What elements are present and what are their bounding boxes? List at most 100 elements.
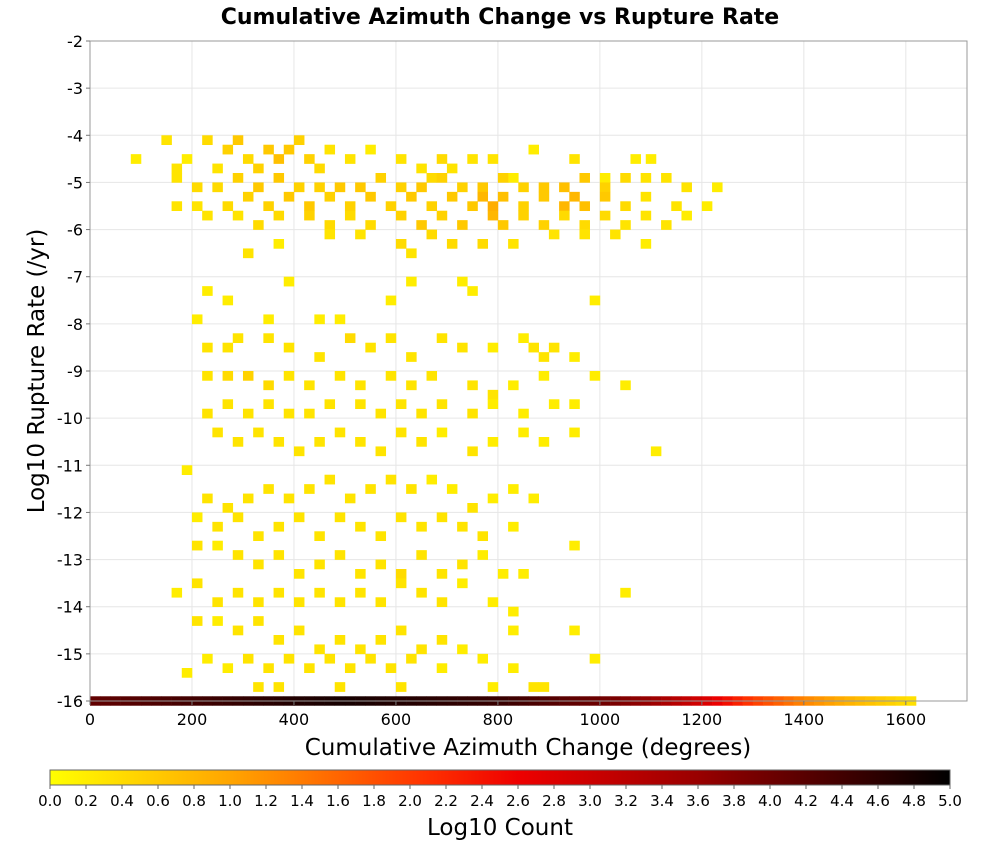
heatmap-bin xyxy=(273,173,285,183)
heatmap-bin xyxy=(324,144,336,155)
heatmap-bin xyxy=(253,682,264,692)
heatmap-bin xyxy=(283,408,295,419)
heatmap-bin xyxy=(497,173,509,183)
heatmap-bin xyxy=(304,663,315,674)
heatmap-bin xyxy=(171,587,183,598)
heatmap-bin xyxy=(395,399,407,410)
heatmap-bin xyxy=(508,663,519,674)
heatmap-bin xyxy=(426,229,438,240)
heatmap-bin xyxy=(416,437,427,447)
heatmap-bin xyxy=(640,210,652,221)
heatmap-bin xyxy=(416,220,427,230)
heatmap-bin xyxy=(171,201,183,212)
heatmap-bin xyxy=(508,625,519,636)
heatmap-bin xyxy=(263,201,274,212)
heatmap-bin xyxy=(681,182,692,193)
heatmap-bin xyxy=(202,371,213,381)
x-tick-label: 600 xyxy=(381,710,412,729)
heatmap-bin xyxy=(528,342,539,353)
heatmap-bin xyxy=(589,295,601,306)
y-tick-label: -3 xyxy=(67,79,83,98)
heatmap-bin xyxy=(487,437,499,447)
heatmap-bin xyxy=(406,191,417,202)
heatmap-bin xyxy=(406,484,417,494)
heatmap-bin xyxy=(314,182,325,193)
heatmap-bin xyxy=(599,173,611,183)
heatmap-bin xyxy=(548,342,560,353)
heatmap-bin xyxy=(487,389,499,400)
heatmap-bin xyxy=(446,163,458,174)
heatmap-bin xyxy=(375,173,387,183)
heatmap-bin xyxy=(385,333,397,344)
heatmap-bin xyxy=(406,352,417,362)
heatmap-bin xyxy=(467,446,478,457)
heatmap-bin xyxy=(344,663,356,674)
heatmap-bin xyxy=(487,342,499,353)
heatmap-bin xyxy=(191,201,203,212)
heatmap-bin xyxy=(395,578,407,589)
colorbar-tick-label: 3.8 xyxy=(722,792,746,810)
heatmap-bin xyxy=(375,531,387,542)
heatmap-bin xyxy=(304,154,315,164)
heatmap-bin xyxy=(416,644,427,655)
heatmap-bin xyxy=(355,521,366,532)
heatmap-bin xyxy=(324,229,336,240)
heatmap-bin xyxy=(202,286,213,296)
heatmap-bin xyxy=(263,144,274,155)
heatmap-bin xyxy=(253,531,264,542)
heatmap-bin xyxy=(314,559,325,570)
colorbar-label: Log10 Count xyxy=(427,815,573,841)
colorbar-tick-label: 3.2 xyxy=(614,792,638,810)
heatmap-bin xyxy=(487,399,499,410)
heatmap-bin xyxy=(293,135,305,146)
colorbar-tick-label: 1.0 xyxy=(218,792,242,810)
heatmap-bin xyxy=(395,210,407,221)
heatmap-bin xyxy=(548,229,560,240)
heatmap-bin xyxy=(273,587,285,598)
heatmap-bin xyxy=(406,380,417,391)
heatmap-bin xyxy=(446,239,458,249)
heatmap-bin xyxy=(222,663,234,674)
heatmap-bin xyxy=(487,154,499,164)
heatmap-bin xyxy=(212,163,223,174)
heatmap-bin xyxy=(222,503,234,513)
x-tick-label: 1000 xyxy=(580,710,621,729)
heatmap-bin xyxy=(242,371,254,381)
heatmap-bin xyxy=(304,484,315,494)
heatmap-bin xyxy=(569,352,580,362)
chart-title: Cumulative Azimuth Change vs Rupture Rat… xyxy=(221,5,779,30)
heatmap-bin xyxy=(242,248,254,259)
heatmap-bin xyxy=(436,663,448,674)
heatmap-bin xyxy=(202,493,213,504)
heatmap-bin xyxy=(344,201,356,212)
heatmap-bin xyxy=(620,201,631,212)
heatmap-bin xyxy=(528,144,539,155)
heatmap-bin xyxy=(304,201,315,212)
heatmap-bin xyxy=(538,371,550,381)
heatmap-bin xyxy=(202,342,213,353)
heatmap-bin xyxy=(222,201,234,212)
y-tick-label: -13 xyxy=(57,551,83,570)
heatmap-bin xyxy=(385,201,397,212)
heatmap-bin xyxy=(487,682,499,692)
heatmap-bin xyxy=(293,446,305,457)
colorbar-gradient xyxy=(49,769,951,786)
heatmap-bin xyxy=(212,182,223,193)
colorbar-tick-label: 1.4 xyxy=(290,792,314,810)
heatmap-bin xyxy=(477,653,489,664)
heatmap-bin xyxy=(640,239,652,249)
heatmap-bin xyxy=(232,210,244,221)
heatmap-bin xyxy=(253,182,264,193)
heatmap-bin xyxy=(344,333,356,344)
heatmap-bin xyxy=(130,154,142,164)
colorbar-tick-label: 2.0 xyxy=(398,792,422,810)
heatmap-bin xyxy=(528,493,539,504)
heatmap-bin xyxy=(416,521,427,532)
heatmap-bin xyxy=(599,191,611,202)
heatmap-bin xyxy=(365,342,376,353)
y-tick-label: -2 xyxy=(67,32,83,51)
heatmap-bin xyxy=(263,333,274,344)
colorbar-tick-label: 2.6 xyxy=(506,792,530,810)
heatmap-bin xyxy=(457,342,468,353)
heatmap-bin xyxy=(436,597,448,608)
